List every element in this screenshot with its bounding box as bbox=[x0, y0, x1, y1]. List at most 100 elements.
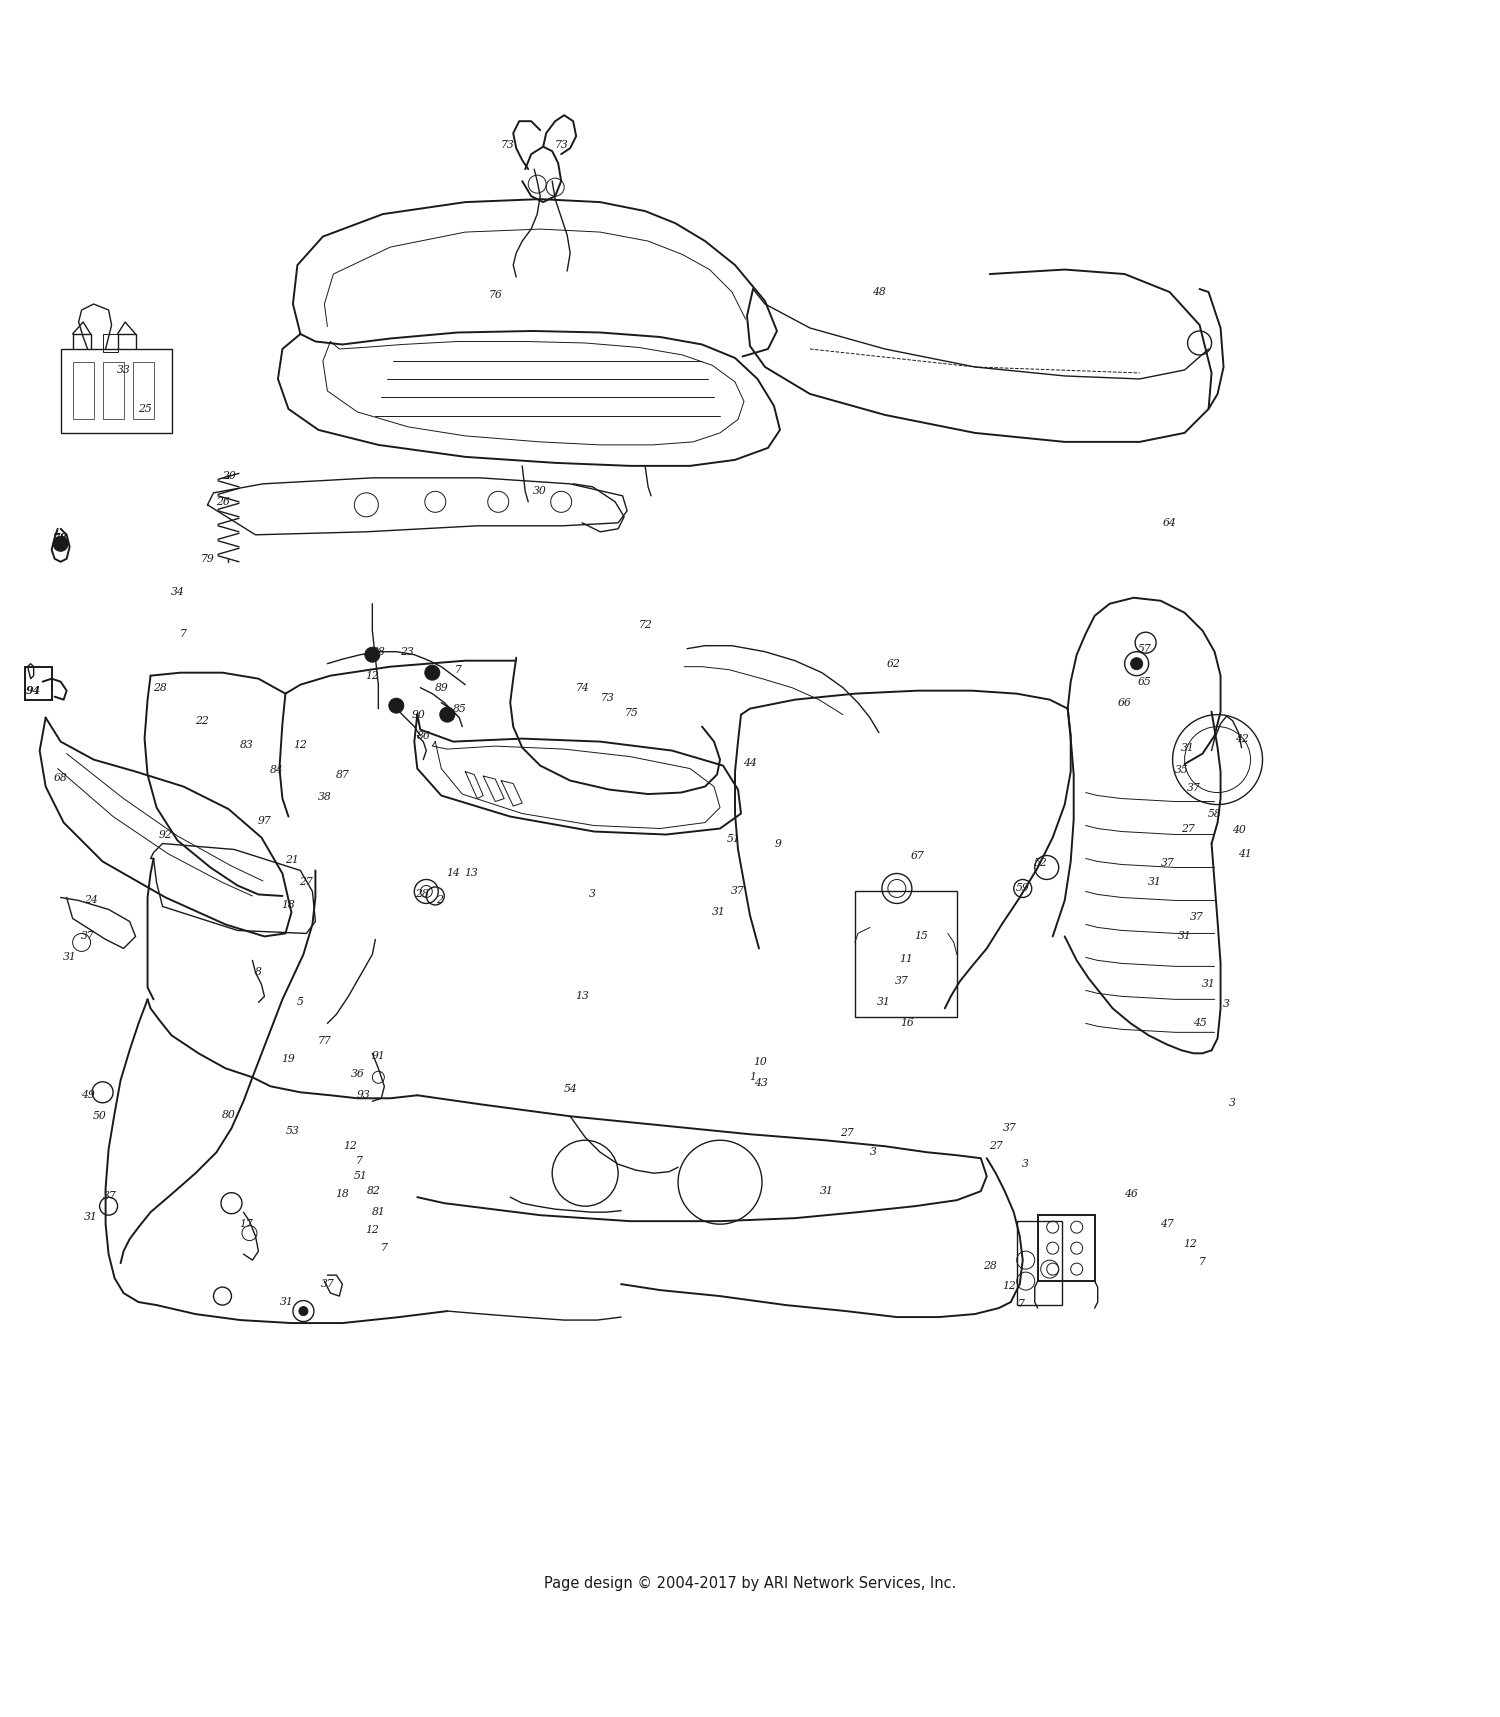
Text: 12: 12 bbox=[344, 1142, 357, 1150]
Text: 17: 17 bbox=[240, 1219, 254, 1229]
Text: 91: 91 bbox=[372, 1051, 386, 1061]
Text: 31: 31 bbox=[876, 998, 891, 1008]
Text: 77: 77 bbox=[318, 1037, 332, 1046]
Circle shape bbox=[424, 664, 439, 680]
Text: 90: 90 bbox=[413, 709, 426, 719]
Text: 97: 97 bbox=[258, 816, 272, 826]
Text: 3: 3 bbox=[1228, 1097, 1236, 1107]
Text: 73: 73 bbox=[501, 141, 515, 149]
Text: 37: 37 bbox=[730, 886, 746, 896]
Text: 86: 86 bbox=[417, 731, 430, 740]
Text: 7: 7 bbox=[1019, 1298, 1025, 1308]
Circle shape bbox=[440, 707, 454, 723]
Text: 31: 31 bbox=[819, 1186, 834, 1197]
Text: 88: 88 bbox=[372, 647, 386, 656]
Text: 9: 9 bbox=[776, 838, 782, 848]
Text: 3: 3 bbox=[590, 889, 596, 900]
Text: 37: 37 bbox=[104, 1190, 117, 1200]
Text: 37: 37 bbox=[81, 931, 94, 941]
Text: 3: 3 bbox=[1023, 1159, 1029, 1169]
Text: 12: 12 bbox=[1002, 1281, 1016, 1291]
Text: 35: 35 bbox=[1174, 766, 1188, 774]
Text: 82: 82 bbox=[368, 1186, 381, 1197]
Text: 31: 31 bbox=[63, 953, 76, 963]
Text: 24: 24 bbox=[84, 896, 98, 905]
Text: 94: 94 bbox=[26, 685, 42, 695]
Text: 21: 21 bbox=[285, 855, 298, 865]
Text: 53: 53 bbox=[286, 1126, 300, 1137]
Text: 31: 31 bbox=[84, 1212, 98, 1223]
Text: 11: 11 bbox=[898, 955, 912, 963]
Circle shape bbox=[388, 699, 404, 713]
Text: 37: 37 bbox=[321, 1279, 334, 1289]
Text: 3: 3 bbox=[1222, 999, 1230, 1010]
Text: 85: 85 bbox=[453, 704, 466, 714]
Text: 31: 31 bbox=[1202, 979, 1215, 989]
Text: 81: 81 bbox=[372, 1207, 386, 1217]
Circle shape bbox=[1131, 658, 1143, 670]
Text: 47: 47 bbox=[1160, 1219, 1173, 1229]
Text: 78: 78 bbox=[53, 532, 69, 543]
Text: 23: 23 bbox=[400, 647, 414, 656]
Text: 73: 73 bbox=[555, 141, 568, 149]
Text: 50: 50 bbox=[93, 1111, 106, 1121]
Text: 18: 18 bbox=[282, 900, 296, 910]
Bar bbox=[1038, 1216, 1095, 1281]
Circle shape bbox=[364, 647, 380, 663]
Text: 68: 68 bbox=[54, 773, 68, 783]
Text: 48: 48 bbox=[871, 287, 886, 297]
Bar bbox=[855, 891, 957, 1018]
Text: 52: 52 bbox=[1034, 858, 1047, 869]
Text: 79: 79 bbox=[201, 555, 214, 563]
Text: 57: 57 bbox=[1137, 644, 1150, 654]
Text: 14: 14 bbox=[447, 869, 460, 879]
Text: 59: 59 bbox=[1016, 884, 1029, 893]
Text: 67: 67 bbox=[910, 850, 924, 860]
Text: 22: 22 bbox=[195, 716, 208, 726]
Text: 62: 62 bbox=[886, 659, 900, 668]
Text: 26: 26 bbox=[216, 496, 229, 507]
Circle shape bbox=[298, 1307, 307, 1315]
Text: 12: 12 bbox=[366, 671, 380, 680]
Text: 51: 51 bbox=[354, 1171, 368, 1181]
Text: 74: 74 bbox=[576, 683, 590, 692]
Text: 31: 31 bbox=[280, 1296, 294, 1307]
Text: 7: 7 bbox=[356, 1156, 363, 1166]
Text: 16: 16 bbox=[900, 1018, 914, 1028]
Text: 12: 12 bbox=[366, 1226, 380, 1235]
Text: 2: 2 bbox=[436, 896, 442, 905]
Text: 13: 13 bbox=[576, 991, 590, 1001]
Text: 12: 12 bbox=[1184, 1238, 1197, 1248]
Text: 3: 3 bbox=[870, 1147, 876, 1157]
Text: 64: 64 bbox=[1162, 519, 1176, 527]
Text: 28: 28 bbox=[982, 1260, 996, 1271]
Text: 43: 43 bbox=[753, 1078, 768, 1089]
Text: 12: 12 bbox=[294, 740, 307, 750]
Text: 15: 15 bbox=[914, 931, 927, 941]
Bar bbox=[102, 335, 117, 352]
Text: 89: 89 bbox=[435, 683, 448, 692]
Text: 87: 87 bbox=[336, 769, 350, 780]
Text: 84: 84 bbox=[270, 766, 284, 774]
Text: 19: 19 bbox=[282, 1054, 296, 1065]
Text: 54: 54 bbox=[564, 1085, 578, 1094]
Text: 49: 49 bbox=[81, 1090, 94, 1101]
Text: 37: 37 bbox=[1161, 858, 1174, 869]
Bar bbox=[102, 362, 123, 419]
Text: 28: 28 bbox=[416, 889, 429, 900]
Text: 20: 20 bbox=[222, 472, 236, 481]
Text: 7: 7 bbox=[381, 1243, 388, 1253]
Bar bbox=[60, 349, 171, 433]
Text: 42: 42 bbox=[1234, 733, 1248, 743]
Text: 83: 83 bbox=[240, 740, 254, 750]
Text: 37: 37 bbox=[1002, 1123, 1016, 1133]
Text: 65: 65 bbox=[1137, 676, 1150, 687]
Text: 41: 41 bbox=[1238, 848, 1251, 858]
Text: 5: 5 bbox=[297, 998, 304, 1008]
Text: 31: 31 bbox=[1148, 877, 1161, 888]
Text: 28: 28 bbox=[153, 683, 166, 692]
Text: Page design © 2004-2017 by ARI Network Services, Inc.: Page design © 2004-2017 by ARI Network S… bbox=[544, 1576, 956, 1592]
Text: 44: 44 bbox=[742, 757, 758, 767]
Text: 51: 51 bbox=[726, 834, 741, 845]
Text: 30: 30 bbox=[534, 486, 548, 496]
